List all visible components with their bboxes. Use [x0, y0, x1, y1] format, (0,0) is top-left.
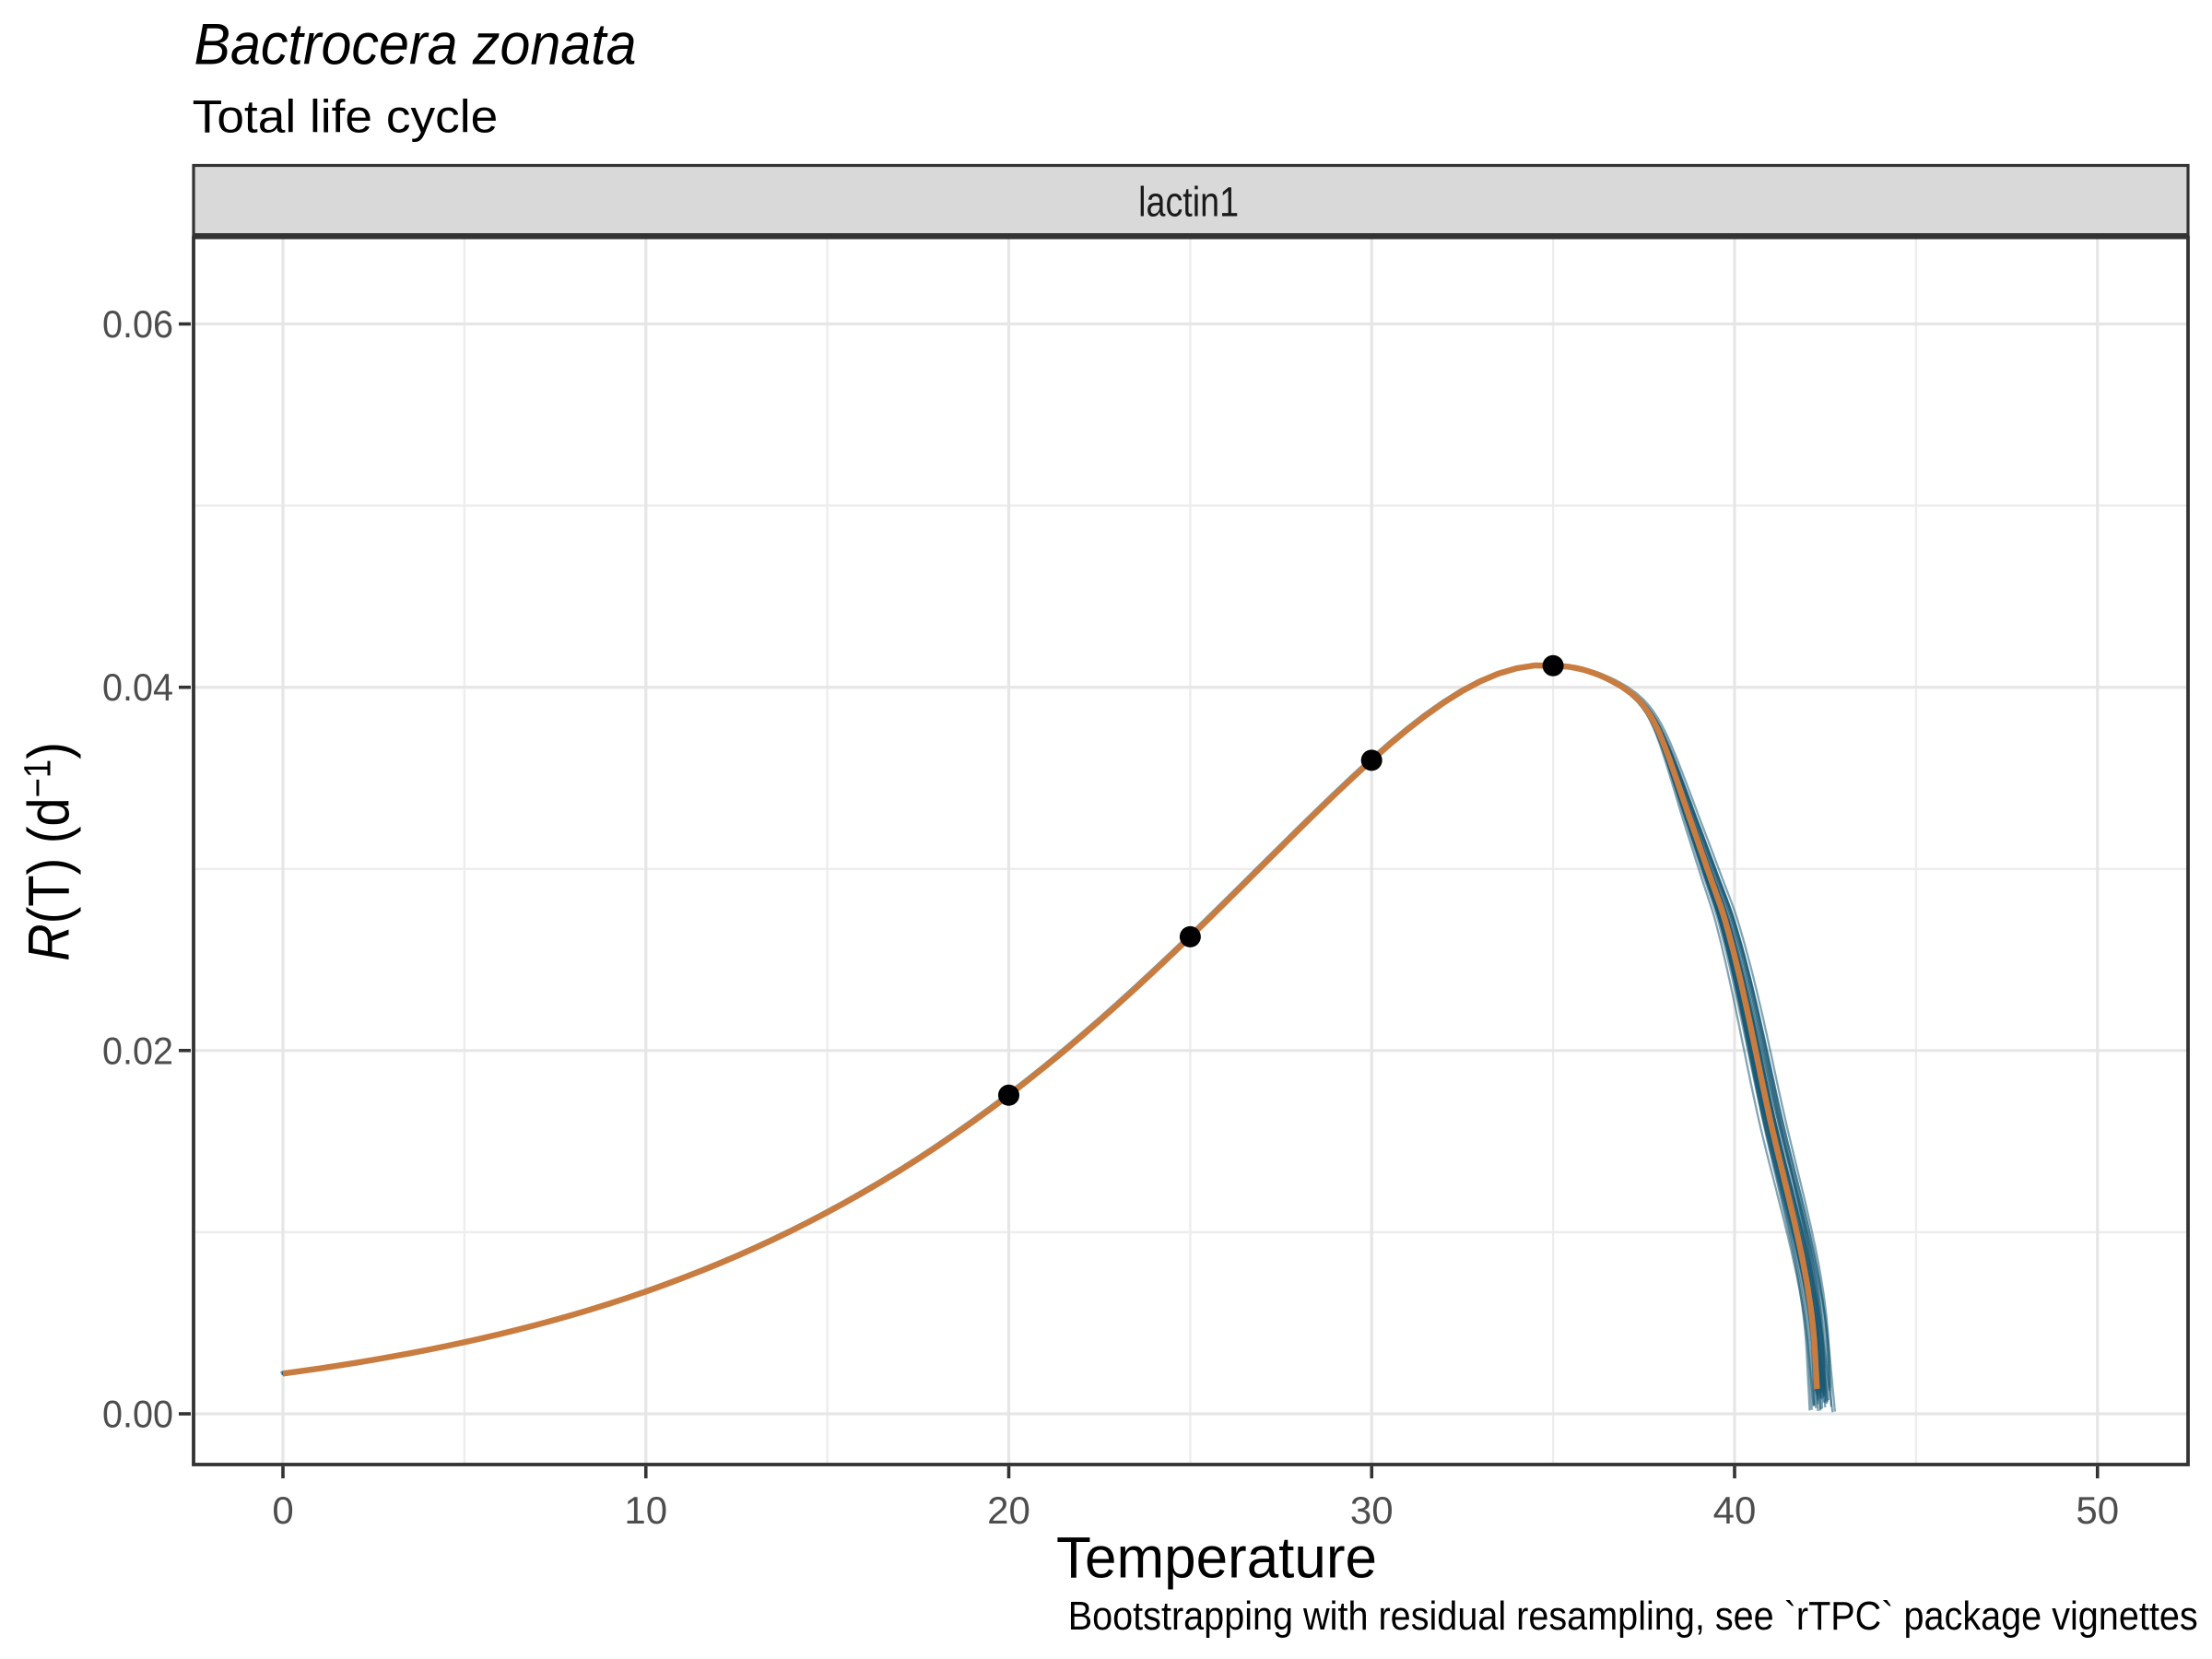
svg-text:Total life cycle: Total life cycle [193, 91, 499, 143]
svg-text:0.00: 0.00 [102, 1393, 173, 1436]
svg-text:30: 30 [1350, 1488, 1394, 1532]
svg-text:R(T) (d−1): R(T) (d−1) [17, 742, 82, 961]
svg-text:Bactrocera zonata: Bactrocera zonata [194, 12, 637, 76]
svg-text:40: 40 [1713, 1488, 1757, 1532]
svg-text:0.02: 0.02 [102, 1029, 173, 1072]
svg-text:lactin1: lactin1 [1138, 178, 1239, 225]
svg-text:0.04: 0.04 [102, 665, 173, 709]
svg-text:0.06: 0.06 [102, 302, 173, 346]
svg-text:0: 0 [272, 1488, 293, 1532]
svg-text:Temperature: Temperature [1056, 1526, 1377, 1591]
svg-text:10: 10 [624, 1488, 667, 1532]
svg-text:20: 20 [987, 1488, 1030, 1532]
svg-text:Bootstrapping with residual re: Bootstrapping with residual resampling, … [1068, 1594, 2198, 1639]
svg-text:50: 50 [2076, 1488, 2119, 1532]
